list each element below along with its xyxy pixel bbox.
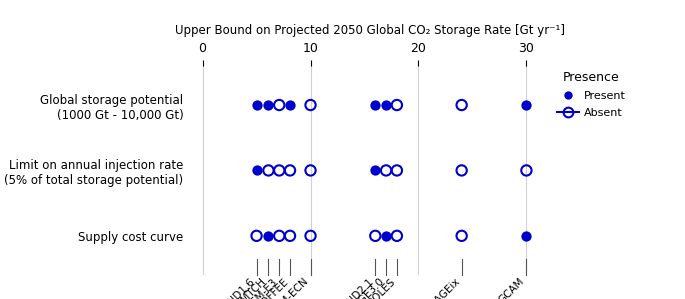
Point: [521, 168, 532, 173]
Point: [251, 234, 262, 238]
Point: [263, 234, 274, 238]
Text: REMIND1.6: REMIND1.6: [208, 276, 257, 299]
Text: COFFEE: COFFEE: [254, 276, 290, 299]
Point: [381, 168, 392, 173]
Point: [381, 234, 392, 238]
Point: [251, 168, 262, 173]
Point: [456, 103, 467, 107]
X-axis label: Upper Bound on Projected 2050 Global CO₂ Storage Rate [Gt yr⁻¹]: Upper Bound on Projected 2050 Global CO₂…: [175, 24, 565, 37]
Point: [284, 168, 295, 173]
Text: POLES: POLES: [366, 276, 397, 299]
Point: [370, 103, 381, 107]
Point: [370, 168, 381, 173]
Text: IMAGE3.0: IMAGE3.0: [344, 276, 386, 299]
Point: [284, 234, 295, 238]
Point: [263, 168, 274, 173]
Point: [305, 103, 316, 107]
Legend: Present, Absent: Present, Absent: [557, 71, 625, 118]
Point: [521, 103, 532, 107]
Text: REMIND2.1: REMIND2.1: [327, 276, 375, 299]
Text: GEM-E3: GEM-E3: [244, 276, 279, 299]
Point: [305, 234, 316, 238]
Point: [381, 103, 392, 107]
Point: [370, 234, 381, 238]
Point: [391, 234, 402, 238]
Text: GCAM: GCAM: [497, 276, 526, 299]
Point: [274, 234, 285, 238]
Point: [391, 168, 402, 173]
Text: MESSAGEix: MESSAGEix: [412, 276, 462, 299]
Point: [456, 234, 467, 238]
Point: [391, 103, 402, 107]
Text: TIAM-ECN: TIAM-ECN: [268, 276, 310, 299]
Point: [521, 234, 532, 238]
Point: [251, 103, 262, 107]
Point: [456, 168, 467, 173]
Point: [274, 103, 285, 107]
Text: WITCH: WITCH: [237, 276, 269, 299]
Point: [305, 168, 316, 173]
Point: [284, 103, 295, 107]
Point: [263, 103, 274, 107]
Point: [274, 168, 285, 173]
